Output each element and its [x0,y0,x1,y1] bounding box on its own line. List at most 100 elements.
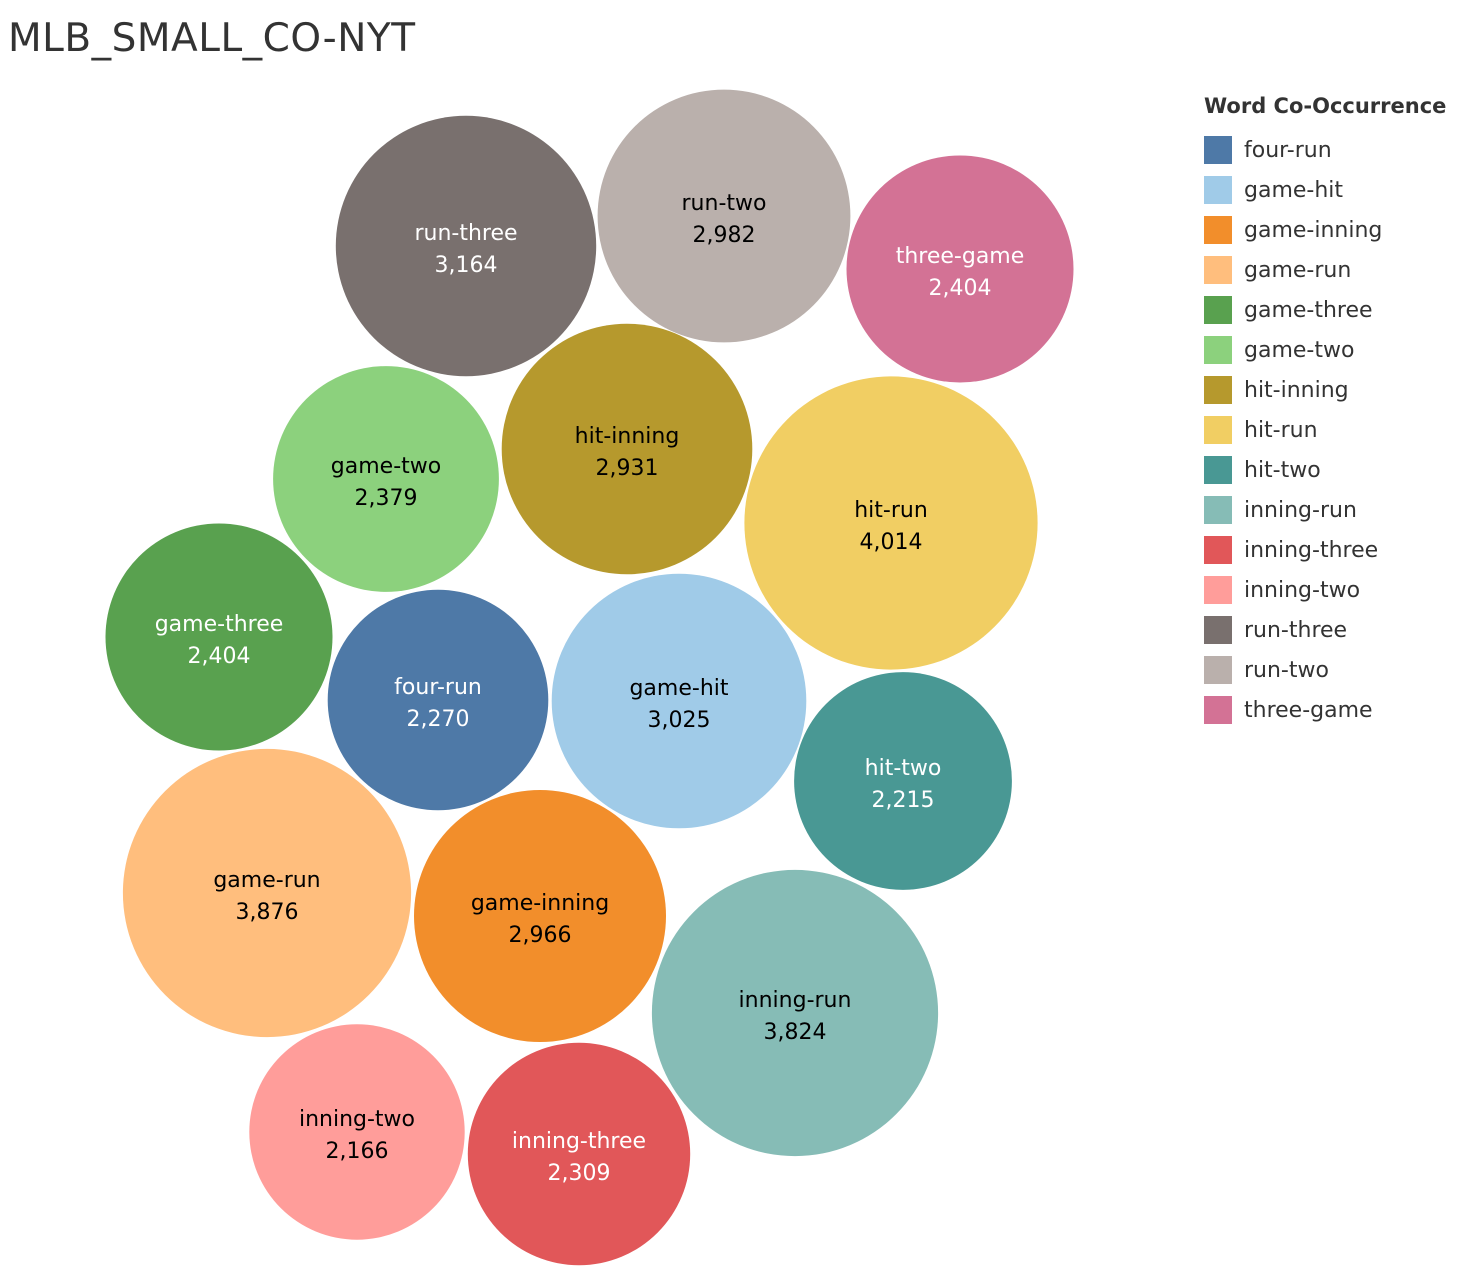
legend-item-hit-run[interactable]: hit-run [1204,410,1474,450]
bubble-value-hit-inning: 2,931 [596,456,659,481]
legend-label-game-three: game-three [1244,297,1373,323]
bubble-inning-run[interactable]: inning-run 3,824 [651,869,939,1157]
bubble-circle-hit-two[interactable] [794,672,1012,890]
bubble-value-run-three: 3,164 [435,253,498,278]
legend-label-game-run: game-run [1244,257,1352,283]
bubble-circle-game-run[interactable] [122,748,412,1038]
legend-swatch-hit-inning [1204,376,1232,404]
bubble-value-game-run: 3,876 [236,900,299,925]
legend-item-inning-run[interactable]: inning-run [1204,490,1474,530]
legend-label-run-two: run-two [1244,657,1329,683]
bubble-game-two[interactable]: game-two 2,379 [273,366,499,592]
bubble-circle-game-hit[interactable] [551,573,807,829]
bubble-label-game-three: game-three [155,612,284,637]
bubble-hit-run[interactable]: hit-run 4,014 [744,376,1038,670]
bubble-label-inning-three: inning-three [512,1129,646,1154]
bubble-label-run-two: run-two [682,191,767,216]
bubble-chart: four-run 2,270 game-hit 3,025 game-inning 2,9… [105,89,1074,1266]
legend-item-game-two[interactable]: game-two [1204,330,1474,370]
legend-item-game-hit[interactable]: game-hit [1204,170,1474,210]
bubble-hit-inning[interactable]: hit-inning 2,931 [501,323,753,575]
legend-item-run-two[interactable]: run-two [1204,650,1474,690]
bubble-circle-four-run[interactable] [327,589,549,811]
legend-item-three-game[interactable]: three-game [1204,690,1474,730]
legend-swatch-inning-three [1204,536,1232,564]
bubble-value-game-hit: 3,025 [648,708,711,733]
bubble-value-four-run: 2,270 [407,707,470,732]
legend-item-hit-two[interactable]: hit-two [1204,450,1474,490]
legend-label-game-hit: game-hit [1244,177,1344,203]
bubble-label-run-three: run-three [414,221,517,246]
bubble-value-run-two: 2,982 [693,223,756,248]
legend-swatch-inning-run [1204,496,1232,524]
legend-label-hit-inning: hit-inning [1244,377,1349,403]
legend-swatch-game-three [1204,296,1232,324]
legend-title: Word Co-Occurrence [1204,94,1447,118]
legend: Word Co-Occurrence four-run game-hit game-… [1204,92,1474,730]
legend-label-inning-three: inning-three [1244,537,1379,563]
legend-label-inning-run: inning-run [1244,497,1357,523]
bubble-label-game-two: game-two [331,454,441,479]
bubble-circle-game-inning[interactable] [414,790,666,1042]
bubble-value-three-game: 2,404 [929,276,992,301]
bubble-game-run[interactable]: game-run 3,876 [122,748,412,1038]
legend-item-inning-three[interactable]: inning-three [1204,530,1474,570]
bubble-circle-game-three[interactable] [105,523,333,751]
legend-items: four-run game-hit game-inning game-run game-… [1204,130,1474,730]
bubble-label-game-run: game-run [213,868,320,893]
legend-label-hit-run: hit-run [1244,417,1318,443]
legend-item-inning-two[interactable]: inning-two [1204,570,1474,610]
bubble-inning-two[interactable]: inning-two 2,166 [249,1024,465,1240]
bubble-label-inning-two: inning-two [299,1107,415,1132]
bubble-value-game-three: 2,404 [188,644,251,669]
bubble-label-game-inning: game-inning [471,891,609,916]
bubble-label-hit-run: hit-run [854,498,928,523]
bubble-game-three[interactable]: game-three 2,404 [105,523,333,751]
bubble-game-inning[interactable]: game-inning 2,966 [414,790,666,1042]
legend-swatch-run-three [1204,616,1232,644]
bubble-label-four-run: four-run [394,675,482,700]
legend-swatch-game-inning [1204,216,1232,244]
bubble-label-hit-two: hit-two [865,756,942,781]
bubble-circle-hit-inning[interactable] [501,323,753,575]
bubble-hit-two[interactable]: hit-two 2,215 [794,672,1012,890]
bubble-circle-game-two[interactable] [273,366,499,592]
legend-item-game-three[interactable]: game-three [1204,290,1474,330]
bubble-circle-inning-three[interactable] [467,1042,691,1266]
bubble-four-run[interactable]: four-run 2,270 [327,589,549,811]
bubble-inning-three[interactable]: inning-three 2,309 [467,1042,691,1266]
bubble-value-hit-two: 2,215 [872,788,935,813]
bubble-circle-inning-run[interactable] [651,869,939,1157]
legend-swatch-hit-run [1204,416,1232,444]
legend-swatch-hit-two [1204,456,1232,484]
bubble-circle-three-game[interactable] [846,155,1074,383]
legend-item-hit-inning[interactable]: hit-inning [1204,370,1474,410]
chart-title: MLB_SMALL_CO-NYT [8,16,416,61]
bubble-circle-run-two[interactable] [597,89,851,343]
bubble-circle-inning-two[interactable] [249,1024,465,1240]
legend-item-four-run[interactable]: four-run [1204,130,1474,170]
bubble-value-hit-run: 4,014 [860,530,923,555]
bubble-circle-hit-run[interactable] [744,376,1038,670]
bubble-label-inning-run: inning-run [739,988,852,1013]
legend-swatch-four-run [1204,136,1232,164]
legend-swatch-game-hit [1204,176,1232,204]
bubble-label-three-game: three-game [896,244,1025,269]
legend-swatch-game-two [1204,336,1232,364]
bubble-three-game[interactable]: three-game 2,404 [846,155,1074,383]
legend-label-inning-two: inning-two [1244,577,1361,603]
bubble-game-hit[interactable]: game-hit 3,025 [551,573,807,829]
legend-label-four-run: four-run [1244,137,1332,163]
legend-item-game-inning[interactable]: game-inning [1204,210,1474,250]
legend-swatch-run-two [1204,656,1232,684]
bubble-value-inning-run: 3,824 [764,1020,827,1045]
bubble-value-game-two: 2,379 [355,486,418,511]
bubble-run-two[interactable]: run-two 2,982 [597,89,851,343]
bubble-run-three[interactable]: run-three 3,164 [335,115,597,377]
legend-item-run-three[interactable]: run-three [1204,610,1474,650]
legend-swatch-game-run [1204,256,1232,284]
bubble-circle-run-three[interactable] [335,115,597,377]
bubble-value-inning-two: 2,166 [326,1139,389,1164]
legend-label-hit-two: hit-two [1244,457,1321,483]
legend-item-game-run[interactable]: game-run [1204,250,1474,290]
